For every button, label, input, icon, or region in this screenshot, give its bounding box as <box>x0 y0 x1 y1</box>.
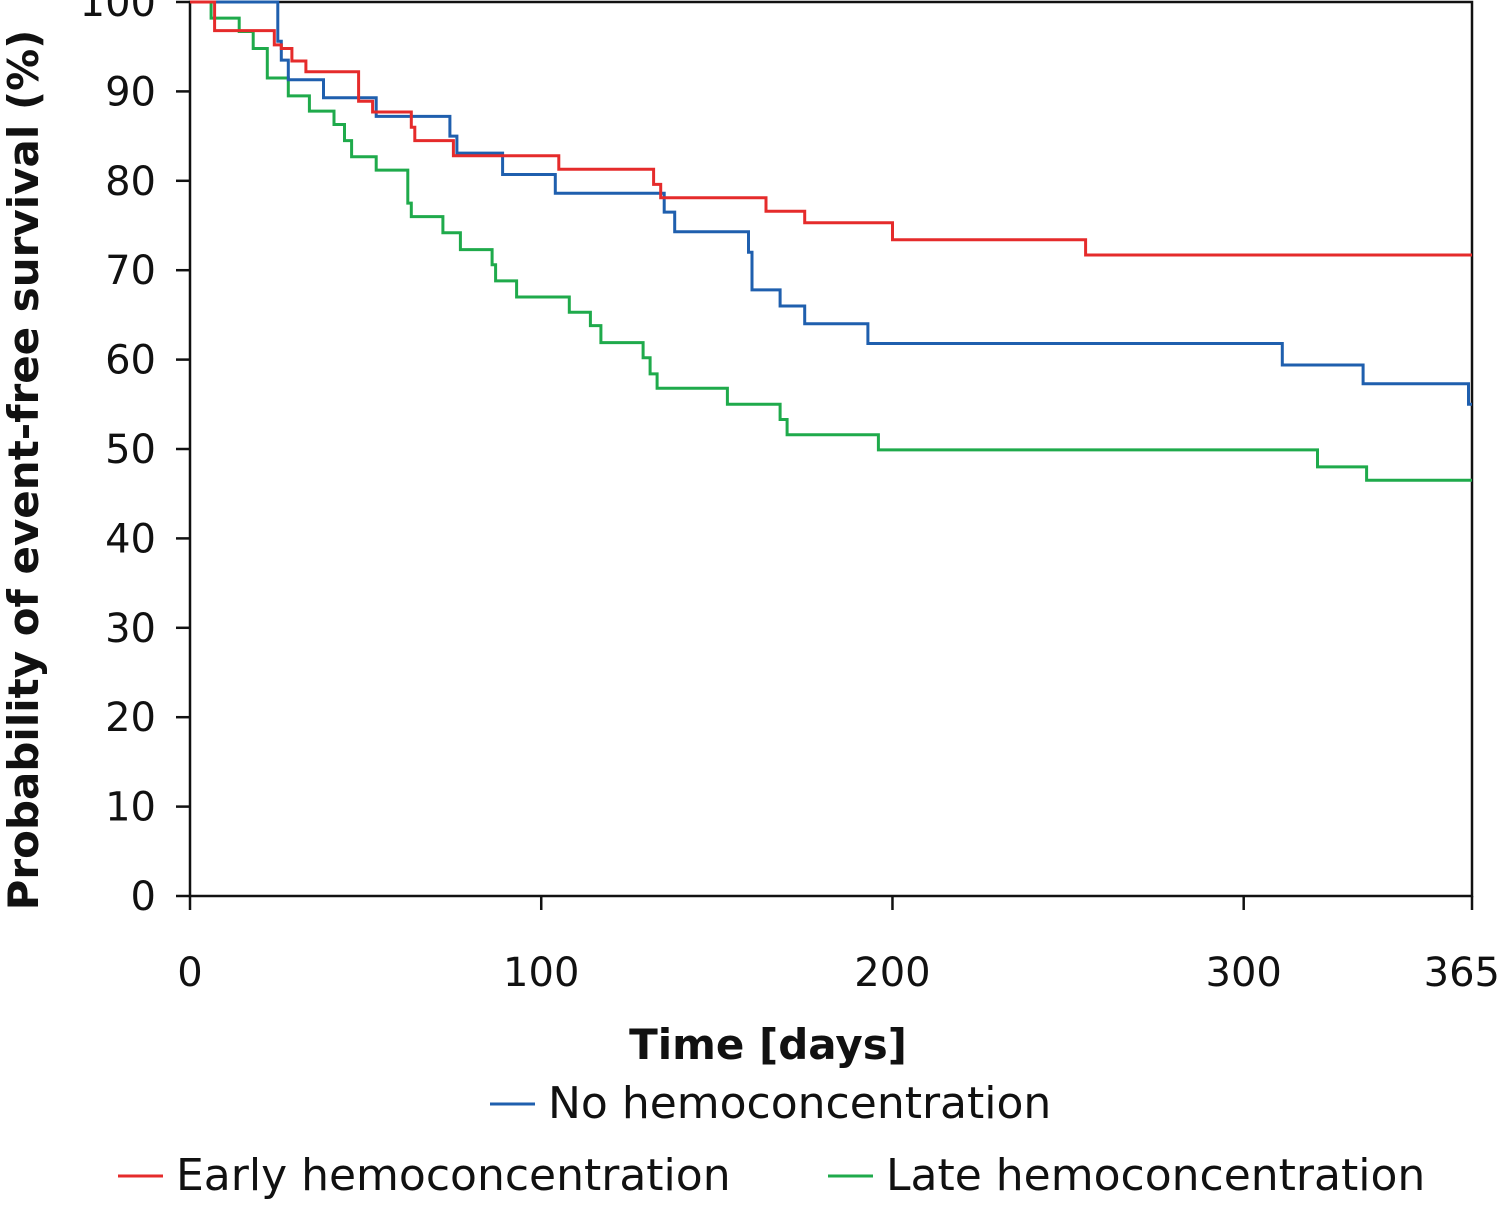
y-tick-label: 0 <box>131 874 156 920</box>
y-tick-label: 30 <box>105 606 156 652</box>
y-tick-label: 70 <box>105 248 156 294</box>
axes: 0 10 20 30 40 50 60 70 80 90 100 0 100 200 300 365 <box>80 0 1500 996</box>
x-tick-label: 365 <box>1424 950 1500 996</box>
legend-label-1: Early hemoconcentration <box>176 1150 731 1201</box>
series-layer <box>190 0 1472 482</box>
y-tick-label: 100 <box>80 0 156 26</box>
x-tick-label: 200 <box>854 950 930 996</box>
series-line-1 <box>190 0 1472 257</box>
y-tick-label: 80 <box>105 159 156 205</box>
legend-label-2: Late hemoconcentration <box>886 1150 1425 1201</box>
x-axis-title: Time [days] <box>629 1020 907 1069</box>
series-line-0 <box>190 0 1472 406</box>
y-tick-label: 10 <box>105 785 156 831</box>
x-tick-label: 100 <box>503 950 579 996</box>
y-tick-label: 60 <box>105 338 156 384</box>
series-line-2 <box>190 0 1472 482</box>
y-tick-label: 50 <box>105 427 156 473</box>
y-tick-label: 20 <box>105 695 156 741</box>
y-axis-title: Probability of event-free survival (%) <box>0 30 48 911</box>
x-tick-label: 300 <box>1206 950 1282 996</box>
x-tick-label: 0 <box>177 950 202 996</box>
y-tick-label: 90 <box>105 69 156 115</box>
y-tick-label: 40 <box>105 516 156 562</box>
legend-label-0: No hemoconcentration <box>548 1078 1051 1129</box>
legend: No hemoconcentration Early hemoconcentrat… <box>118 1078 1425 1201</box>
